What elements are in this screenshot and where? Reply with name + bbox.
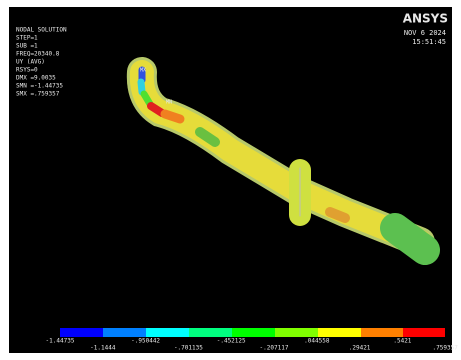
legend-label: -.950442: [131, 338, 160, 345]
header-line: FREQ=20340.8: [16, 51, 60, 58]
legend-label: -.207117: [260, 345, 289, 352]
legend-swatch: [103, 328, 146, 337]
legend-label: -1.1444: [90, 345, 116, 352]
legend-swatch: [232, 328, 275, 337]
header-line: NODAL SOLUTION: [16, 27, 67, 34]
legend-bar: [60, 328, 445, 337]
header-line: SMX =.759357: [16, 91, 60, 98]
legend-swatch: [403, 328, 445, 337]
legend-swatch: [60, 328, 103, 337]
legend-label: -.452125: [217, 338, 246, 345]
header-line: STEP=1: [16, 35, 38, 42]
legend-label: .5421: [393, 338, 411, 345]
max-marker: MX: [140, 68, 146, 74]
min-marker: MN: [166, 100, 172, 106]
header-line: SMN =-1.44735: [16, 83, 63, 90]
legend-label: -1.44735: [46, 338, 75, 345]
screenshot: NODAL SOLUTIONSTEP=1SUB =1FREQ=20340.8UY…: [0, 0, 461, 360]
legend-swatch: [189, 328, 232, 337]
viewport: [9, 7, 452, 353]
header-line: RSYS=0: [16, 67, 38, 74]
page: NODAL SOLUTIONSTEP=1SUB =1FREQ=20340.8UY…: [0, 0, 461, 360]
time: 15:51:45: [412, 38, 446, 46]
logo: ANSYS: [403, 12, 448, 26]
legend-swatch: [146, 328, 189, 337]
legend-label: -.701135: [174, 345, 203, 352]
legend-label: .759357: [433, 345, 459, 352]
legend-label: .044558: [304, 338, 330, 345]
legend-label: .29421: [349, 345, 371, 352]
legend-swatch: [275, 328, 318, 337]
legend-swatch: [361, 328, 403, 337]
header-line: SUB =1: [16, 43, 38, 50]
header-line: UY (AVG): [16, 59, 45, 66]
legend-swatch: [318, 328, 361, 337]
header-line: DMX =9.0035: [16, 75, 56, 82]
date: NOV 6 2024: [404, 29, 446, 37]
